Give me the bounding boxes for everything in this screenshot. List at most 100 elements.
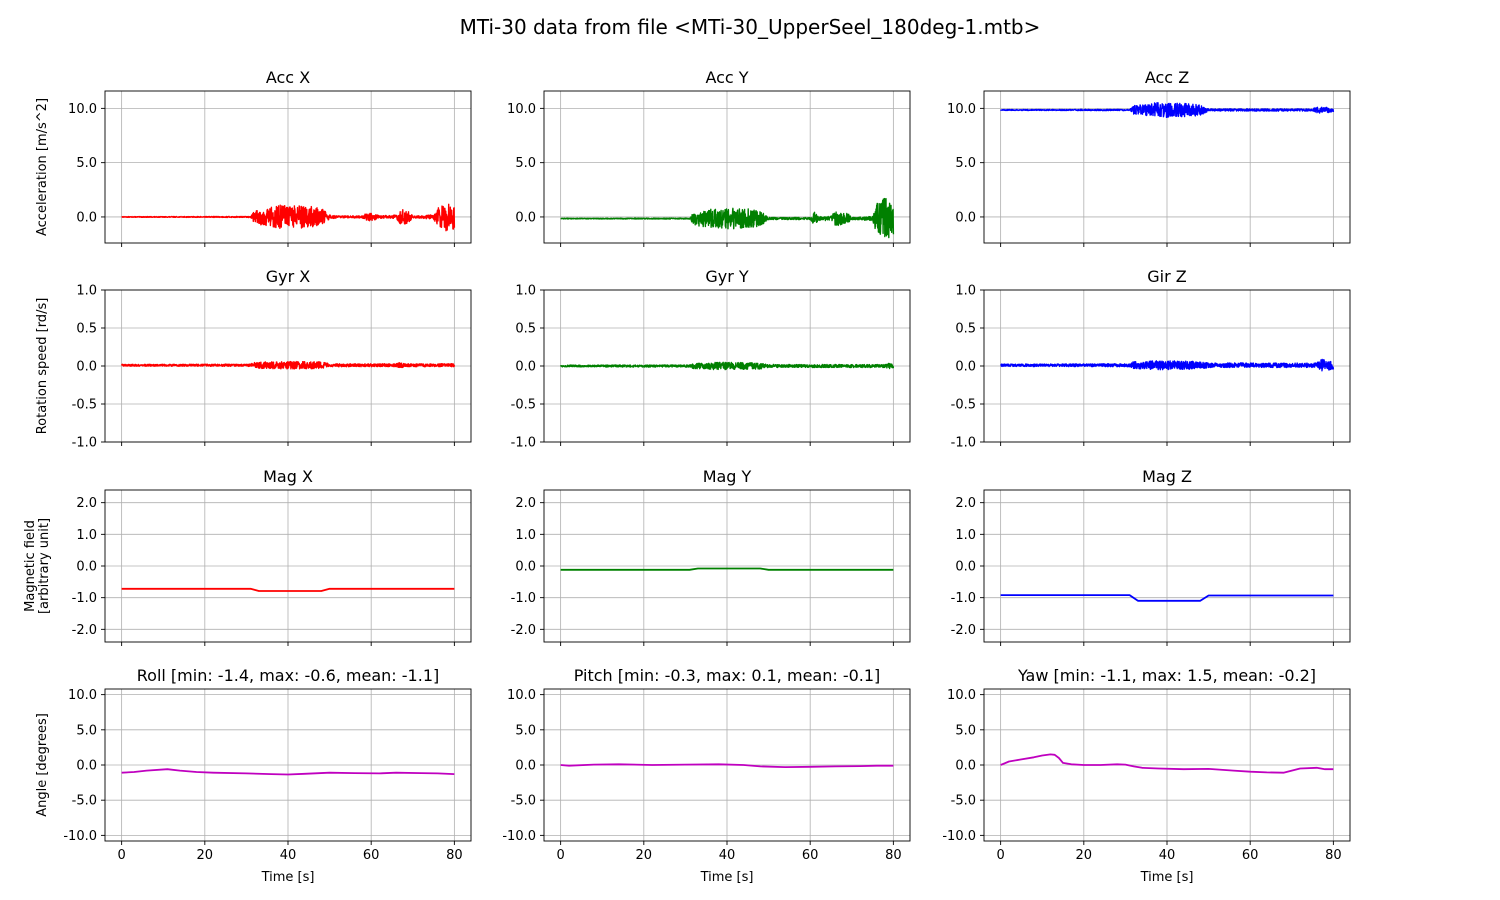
subplot-title: Mag Y xyxy=(703,467,752,486)
y-tick-label: -1.0 xyxy=(951,436,976,451)
y-tick-label: -5.0 xyxy=(72,794,97,809)
y-tick-label: 10.0 xyxy=(947,102,976,117)
y-tick-label: 0.5 xyxy=(515,322,536,337)
x-tick-label: 40 xyxy=(1159,848,1176,863)
y-tick-label: 5.0 xyxy=(955,156,976,171)
subplot-8: -2.0 -1.0 0.0 1.0 2.0 Mag Y xyxy=(511,467,911,646)
y-tick-label: 10.0 xyxy=(507,102,536,117)
subplot-3: 0.0 5.0 10.0 Acc Z xyxy=(947,68,1351,247)
y-tick-label: 0.0 xyxy=(76,210,97,225)
series-line-1 xyxy=(120,360,456,370)
x-tick-label: 60 xyxy=(363,848,380,863)
y-tick-label: 1.0 xyxy=(76,528,97,543)
y-tick-label: 0.0 xyxy=(76,560,97,575)
subplot-title: Gyr Y xyxy=(705,267,749,286)
y-axis-label: Acceleration [m/s^2] xyxy=(35,98,50,236)
data-area xyxy=(121,768,455,776)
x-tick-label: 20 xyxy=(636,848,653,863)
data-area xyxy=(120,360,456,370)
x-tick-label: 40 xyxy=(719,848,736,863)
x-tick-label: 80 xyxy=(885,848,902,863)
x-tick-label: 60 xyxy=(802,848,819,863)
subplot-10: 0 20 40 60 80 -10.0 -5.0 0.0 5.0 10.0 Roll [min: -… xyxy=(35,666,472,885)
subplot-12: 0 20 40 60 80 -10.0 -5.0 0.0 5.0 10.0 Yaw [min: -1… xyxy=(942,666,1351,885)
y-tick-label: -5.0 xyxy=(511,794,536,809)
data-area xyxy=(121,203,456,232)
x-tick-label: 80 xyxy=(1325,848,1342,863)
y-tick-label: 0.0 xyxy=(955,560,976,575)
y-tick-label: 0.5 xyxy=(955,322,976,337)
data-area xyxy=(559,361,895,371)
y-tick-label: -0.5 xyxy=(72,398,97,413)
y-tick-label: -10.0 xyxy=(942,829,976,844)
y-axis-label: [arbitrary unit] xyxy=(37,518,52,614)
y-tick-label: 1.0 xyxy=(955,528,976,543)
y-tick-label: 0.0 xyxy=(955,210,976,225)
y-tick-label: 1.0 xyxy=(76,284,97,299)
subplot-1: 0.0 5.0 10.0 Acc X Acceleration [m/s^2] xyxy=(35,68,472,247)
x-axis-label: Time [s] xyxy=(261,870,315,885)
subplot-2: 0.0 5.0 10.0 Acc Y xyxy=(507,68,911,247)
subplot-title: Gyr X xyxy=(266,267,311,286)
y-tick-label: 0.5 xyxy=(76,322,97,337)
y-tick-label: 0.0 xyxy=(955,360,976,375)
y-tick-label: 5.0 xyxy=(955,723,976,738)
y-tick-label: -1.0 xyxy=(511,591,536,606)
y-tick-label: -1.0 xyxy=(951,591,976,606)
x-axis-label: Time [s] xyxy=(700,870,754,885)
data-area xyxy=(560,763,894,768)
series-line-1 xyxy=(121,203,456,232)
data-area xyxy=(1000,358,1335,372)
data-area xyxy=(1000,594,1334,602)
y-tick-label: 0.0 xyxy=(515,210,536,225)
series-line-1 xyxy=(560,197,895,239)
y-tick-label: -10.0 xyxy=(502,829,536,844)
y-tick-label: 0.0 xyxy=(955,759,976,774)
data-area xyxy=(121,587,455,592)
y-tick-label: 10.0 xyxy=(947,688,976,703)
series-line-1 xyxy=(560,567,894,571)
figure-suptitle: MTi-30 data from file <MTi-30_UpperSeel_… xyxy=(460,15,1041,39)
y-tick-label: 10.0 xyxy=(68,688,97,703)
subplot-title: Acc Z xyxy=(1145,68,1189,87)
data-area xyxy=(560,567,894,571)
y-tick-label: 0.0 xyxy=(76,759,97,774)
x-tick-label: 20 xyxy=(197,848,214,863)
subplot-6: -1.0 -0.5 0.0 0.5 1.0 Gir Z xyxy=(951,267,1351,451)
y-tick-label: 5.0 xyxy=(515,723,536,738)
y-tick-label: -0.5 xyxy=(951,398,976,413)
y-tick-label: 5.0 xyxy=(76,723,97,738)
y-tick-label: 0.0 xyxy=(515,759,536,774)
series-line-1 xyxy=(559,361,895,371)
y-tick-label: 1.0 xyxy=(515,528,536,543)
series-line-1 xyxy=(1000,594,1334,602)
subplot-title: Acc Y xyxy=(705,68,748,87)
x-tick-label: 0 xyxy=(556,848,564,863)
y-tick-label: 1.0 xyxy=(515,284,536,299)
y-tick-label: 0.0 xyxy=(515,360,536,375)
series-line-1 xyxy=(560,763,894,768)
x-tick-label: 60 xyxy=(1242,848,1259,863)
subplot-4: -1.0 -0.5 0.0 0.5 1.0 Gyr X Rotation speed [rd… xyxy=(35,267,472,451)
y-axis-label: Angle [degrees] xyxy=(35,713,50,817)
y-tick-label: 2.0 xyxy=(76,496,97,511)
y-tick-label: -2.0 xyxy=(511,623,536,638)
y-tick-label: -2.0 xyxy=(951,623,976,638)
series-line-1 xyxy=(1000,358,1335,372)
y-tick-label: 1.0 xyxy=(955,284,976,299)
y-axis-label: Rotation speed [rd/s] xyxy=(35,298,50,435)
y-tick-label: 0.0 xyxy=(515,560,536,575)
subplot-5: -1.0 -0.5 0.0 0.5 1.0 Gyr Y xyxy=(511,267,911,451)
subplot-title: Acc X xyxy=(266,68,310,87)
x-tick-label: 80 xyxy=(446,848,463,863)
data-area xyxy=(1000,753,1334,774)
subplot-11: 0 20 40 60 80 -10.0 -5.0 0.0 5.0 10.0 Pitch [min: … xyxy=(502,666,911,885)
subplot-9: -2.0 -1.0 0.0 1.0 2.0 Mag Z xyxy=(951,467,1351,646)
y-tick-label: 5.0 xyxy=(515,156,536,171)
subplot-title: Roll [min: -1.4, max: -0.6, mean: -1.1] xyxy=(137,666,439,685)
subplot-title: Gir Z xyxy=(1147,267,1187,286)
y-tick-label: 5.0 xyxy=(76,156,97,171)
y-tick-label: -5.0 xyxy=(951,794,976,809)
y-tick-label: -1.0 xyxy=(72,591,97,606)
subplot-title: Pitch [min: -0.3, max: 0.1, mean: -0.1] xyxy=(574,666,881,685)
